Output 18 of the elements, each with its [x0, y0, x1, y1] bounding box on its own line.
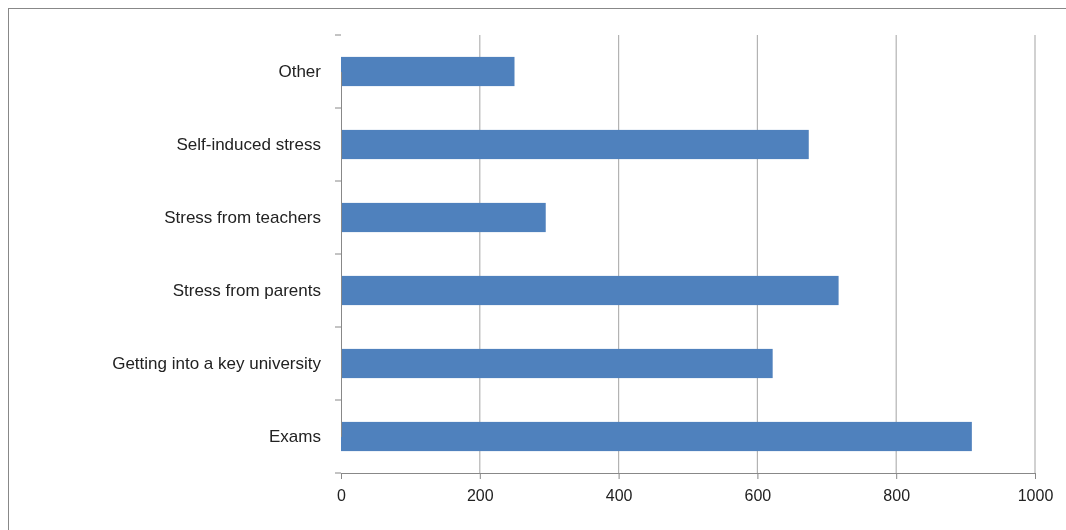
- x-tick-label: 200: [466, 487, 494, 505]
- x-tick-label: 400: [605, 487, 633, 505]
- y-tick-label: Self-induced stress: [176, 135, 321, 155]
- y-tick-label: Exams: [269, 427, 321, 447]
- x-tick-label: 600: [744, 487, 772, 505]
- bar: [341, 202, 546, 233]
- bar: [341, 129, 809, 160]
- bar: [341, 421, 972, 452]
- x-tick-label: 0: [337, 487, 347, 505]
- x-tick-label: 800: [883, 487, 911, 505]
- y-tick-label: Getting into a key university: [112, 354, 322, 374]
- bar: [341, 275, 839, 306]
- x-tick-label: 1000: [1017, 487, 1054, 505]
- bar: [341, 348, 773, 379]
- bar: [341, 56, 515, 87]
- y-tick-label: Stress from parents: [172, 281, 321, 301]
- y-tick-label: Stress from teachers: [164, 208, 321, 228]
- y-tick-label: Other: [278, 62, 322, 82]
